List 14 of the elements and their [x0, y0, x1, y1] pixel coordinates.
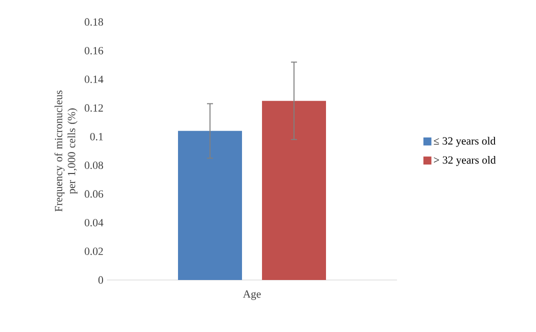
y-tick-label: 0.04	[84, 218, 104, 226]
y-tick-label: 0.18	[84, 18, 104, 26]
legend-label: > 32 years old	[434, 156, 496, 166]
x-axis-title: Age	[242, 290, 261, 300]
y-tick-label: 0.02	[84, 248, 103, 256]
legend-label: ≤ 32 years old	[434, 136, 496, 147]
y-tick-label: 0.12	[84, 104, 103, 112]
y-tick-label: 0.08	[84, 162, 104, 170]
y-tick-label: 0.1	[90, 132, 103, 140]
y-tick-label: 0.14	[84, 76, 104, 84]
y-tick-label: 0.06	[84, 190, 104, 198]
y-tick-label: 0	[98, 276, 104, 284]
y-axis-title: Frequency of micronucleus per 1,000 cells (%)	[54, 90, 78, 212]
y-tick-label: 0.16	[84, 46, 104, 54]
